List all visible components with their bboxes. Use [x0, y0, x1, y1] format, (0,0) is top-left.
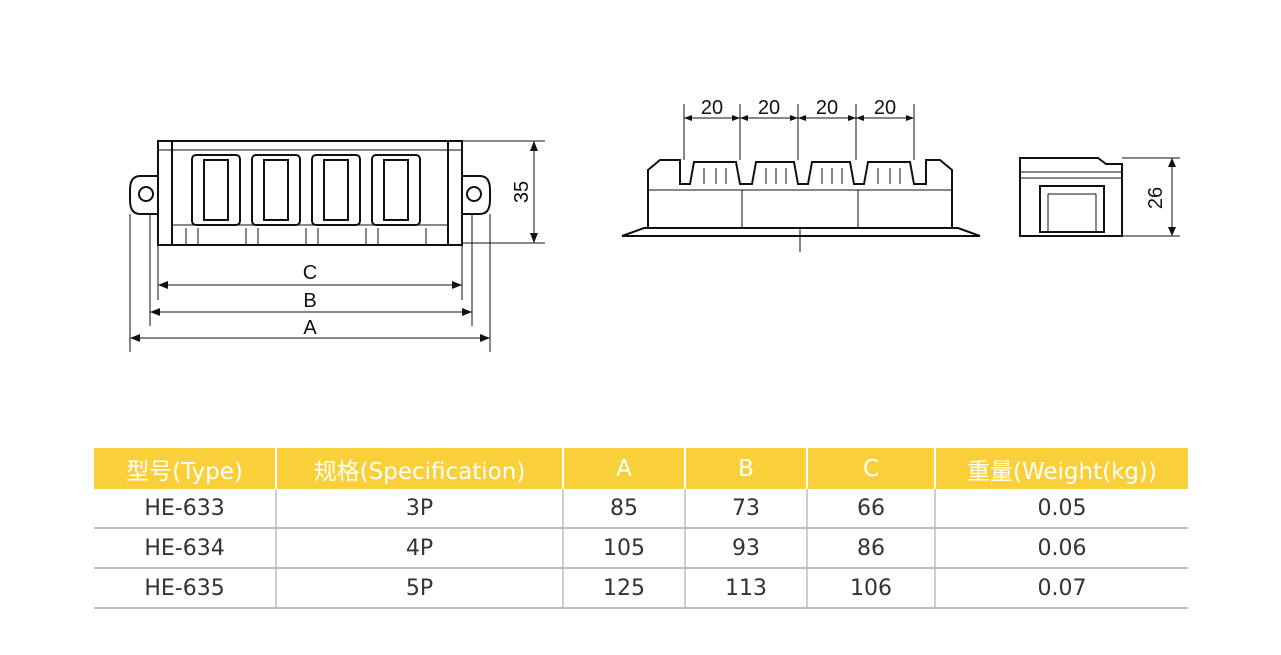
table-row: HE-635 5P 125 113 106 0.07 [94, 568, 1188, 609]
technical-drawings: 35 C B A [129, 97, 1180, 352]
spec-table: 型号(Type) 规格(Specification) A B C 重量(Weig… [94, 448, 1188, 609]
header-a: A [563, 448, 686, 489]
cell-b: 73 [685, 489, 808, 529]
table-header-row: 型号(Type) 规格(Specification) A B C 重量(Weig… [94, 448, 1188, 489]
cell-c: 106 [807, 568, 936, 609]
cell-spec: 3P [276, 489, 564, 529]
pitch-dim-1: 20 [701, 97, 723, 119]
cell-spec: 4P [276, 528, 564, 569]
cell-spec: 5P [276, 568, 564, 609]
cell-type: HE-635 [94, 568, 277, 609]
dim-label-b: B [303, 290, 316, 312]
dim-label-a: A [303, 317, 317, 339]
cell-a: 85 [563, 489, 686, 529]
table-row: HE-634 4P 105 93 86 0.06 [94, 528, 1188, 569]
dim-label-c: C [303, 262, 317, 284]
pitch-view-drawing: 20 20 20 20 [621, 97, 981, 252]
header-type: 型号(Type) [94, 448, 277, 489]
cell-b: 93 [685, 528, 808, 569]
cell-c: 86 [807, 528, 936, 569]
cell-b: 113 [685, 568, 808, 609]
left-mount-hole [138, 186, 154, 202]
right-mount-hole [466, 186, 482, 202]
cell-weight: 0.07 [935, 568, 1188, 609]
cell-a: 105 [563, 528, 686, 569]
pitch-dim-4: 20 [874, 97, 896, 119]
right-ear [462, 175, 491, 215]
front-height-dim: 35 [511, 181, 533, 203]
pitch-base-plate [621, 227, 981, 237]
pitch-dim-2: 20 [758, 97, 780, 119]
cell-weight: 0.05 [935, 489, 1188, 529]
front-view-drawing: 35 C B A [129, 140, 545, 352]
left-ear [129, 175, 158, 215]
table-row: HE-633 3P 85 73 66 0.05 [94, 489, 1188, 529]
header-weight: 重量(Weight(kg)) [935, 448, 1188, 489]
side-body [1019, 157, 1123, 237]
side-height-dim: 26 [1145, 187, 1167, 209]
header-c: C [807, 448, 936, 489]
cell-a: 125 [563, 568, 686, 609]
header-specification: 规格(Specification) [276, 448, 564, 489]
terminal-slots [185, 154, 427, 244]
cell-weight: 0.06 [935, 528, 1188, 569]
header-b: B [685, 448, 808, 489]
front-body [157, 140, 463, 246]
side-window [1039, 185, 1105, 233]
pitch-dim-3: 20 [816, 97, 838, 119]
cell-type: HE-634 [94, 528, 277, 569]
cell-type: HE-633 [94, 489, 277, 529]
side-view-drawing: 26 [1019, 157, 1180, 237]
pitch-body-profile [647, 159, 953, 228]
cell-c: 66 [807, 489, 936, 529]
